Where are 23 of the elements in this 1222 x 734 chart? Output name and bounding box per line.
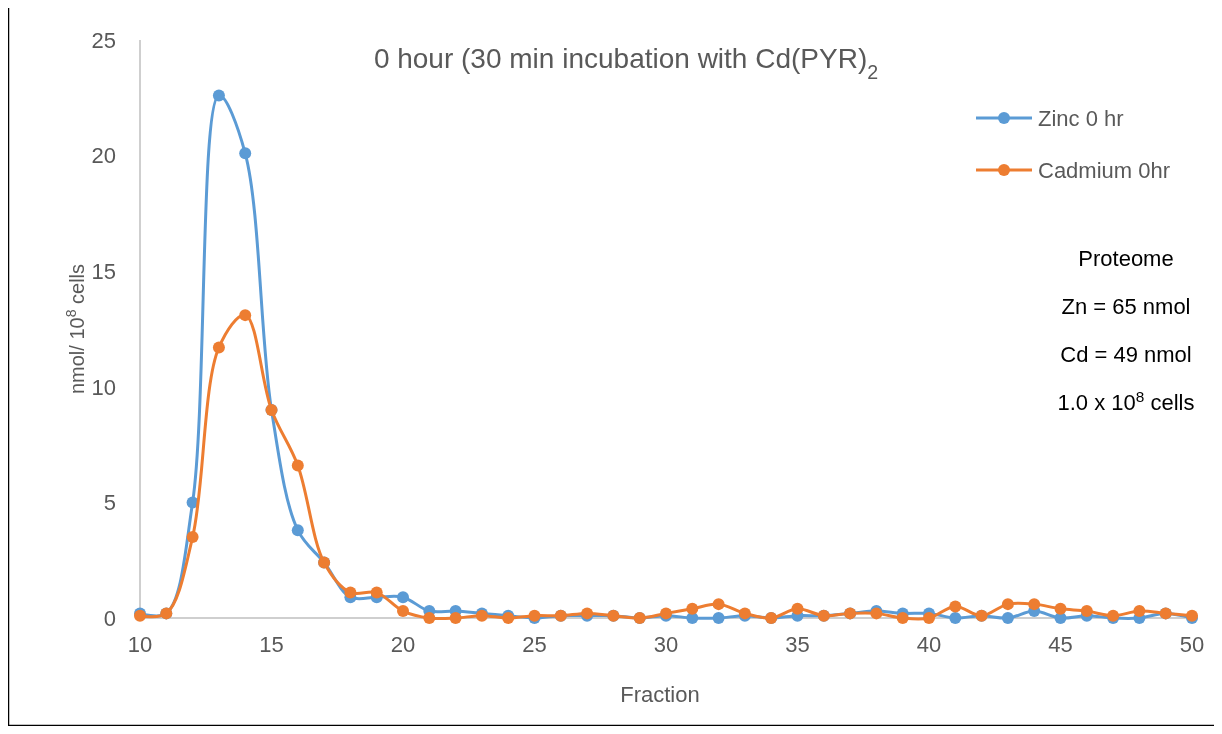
- chart-title: 0 hour (30 min incubation with Cd(PYR)$_{2}$: [373, 43, 879, 83]
- x-tick-label: 45: [1048, 632, 1073, 657]
- annotation: Zn = 65 nmol: [1061, 293, 1191, 319]
- x-tick-label: 10: [127, 632, 153, 657]
- y-tick-label: 25: [91, 27, 116, 53]
- x-tick-label: 35: [785, 632, 810, 657]
- legend-label: Zinc 0 hr: [1038, 105, 1124, 131]
- y-tick-label: 0: [103, 605, 116, 631]
- x-tick-label: 20: [390, 632, 416, 657]
- x-tick-label: 30: [653, 632, 679, 657]
- x-tick-label: 50: [1179, 632, 1205, 657]
- x-tick-label: 40: [916, 632, 942, 657]
- y-tick-label: 20: [91, 143, 116, 169]
- annotation: 1.0 x 10$^{8}$ cells: [1057, 387, 1195, 415]
- y-tick-label: 10: [91, 374, 116, 400]
- y-tick-label: 5: [103, 490, 116, 516]
- annotation: Proteome: [1078, 245, 1174, 271]
- y-tick-label: 15: [91, 258, 116, 284]
- annotation: Cd = 49 nmol: [1060, 341, 1192, 367]
- x-tick-label: 15: [259, 632, 284, 657]
- x-axis-title: Fraction: [620, 682, 700, 707]
- legend-label: Cadmium 0hr: [1038, 157, 1171, 183]
- x-tick-label: 25: [522, 632, 547, 657]
